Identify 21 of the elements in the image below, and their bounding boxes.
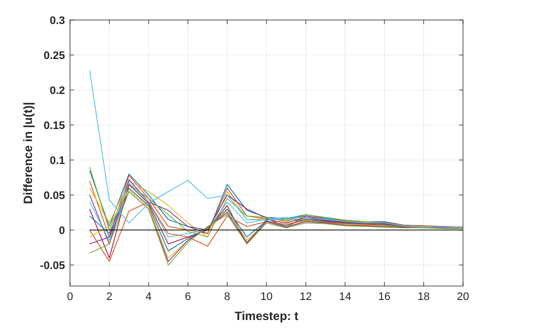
x-tick-label: 2 (106, 291, 112, 303)
x-tick-label: 16 (378, 291, 391, 303)
x-tick-label: 4 (146, 291, 152, 303)
x-tick-label: 14 (338, 291, 352, 303)
y-tick-label: 0.3 (50, 15, 65, 27)
y-tick-label: 0.15 (44, 120, 65, 132)
y-tick-label: 0.25 (44, 50, 65, 62)
y-tick-label: 0 (58, 225, 65, 237)
y-tick-label: 0.05 (44, 190, 65, 202)
x-tick-label: 0 (66, 291, 74, 303)
y-tick-label: -0.05 (40, 260, 65, 272)
x-tick-label: 20 (456, 291, 470, 303)
y-tick-label: 0.1 (50, 155, 65, 167)
y-tick-label: 0.2 (50, 85, 65, 97)
x-axis-title: Timestep: t (234, 309, 298, 323)
x-tick-label: 12 (300, 291, 312, 303)
x-tick-label: 6 (184, 291, 191, 303)
x-tick-label: 18 (418, 291, 430, 303)
x-tick-label: 10 (260, 291, 273, 303)
x-tick-label: 8 (224, 291, 230, 303)
y-axis-title: Difference in |u(t)| (21, 102, 35, 204)
